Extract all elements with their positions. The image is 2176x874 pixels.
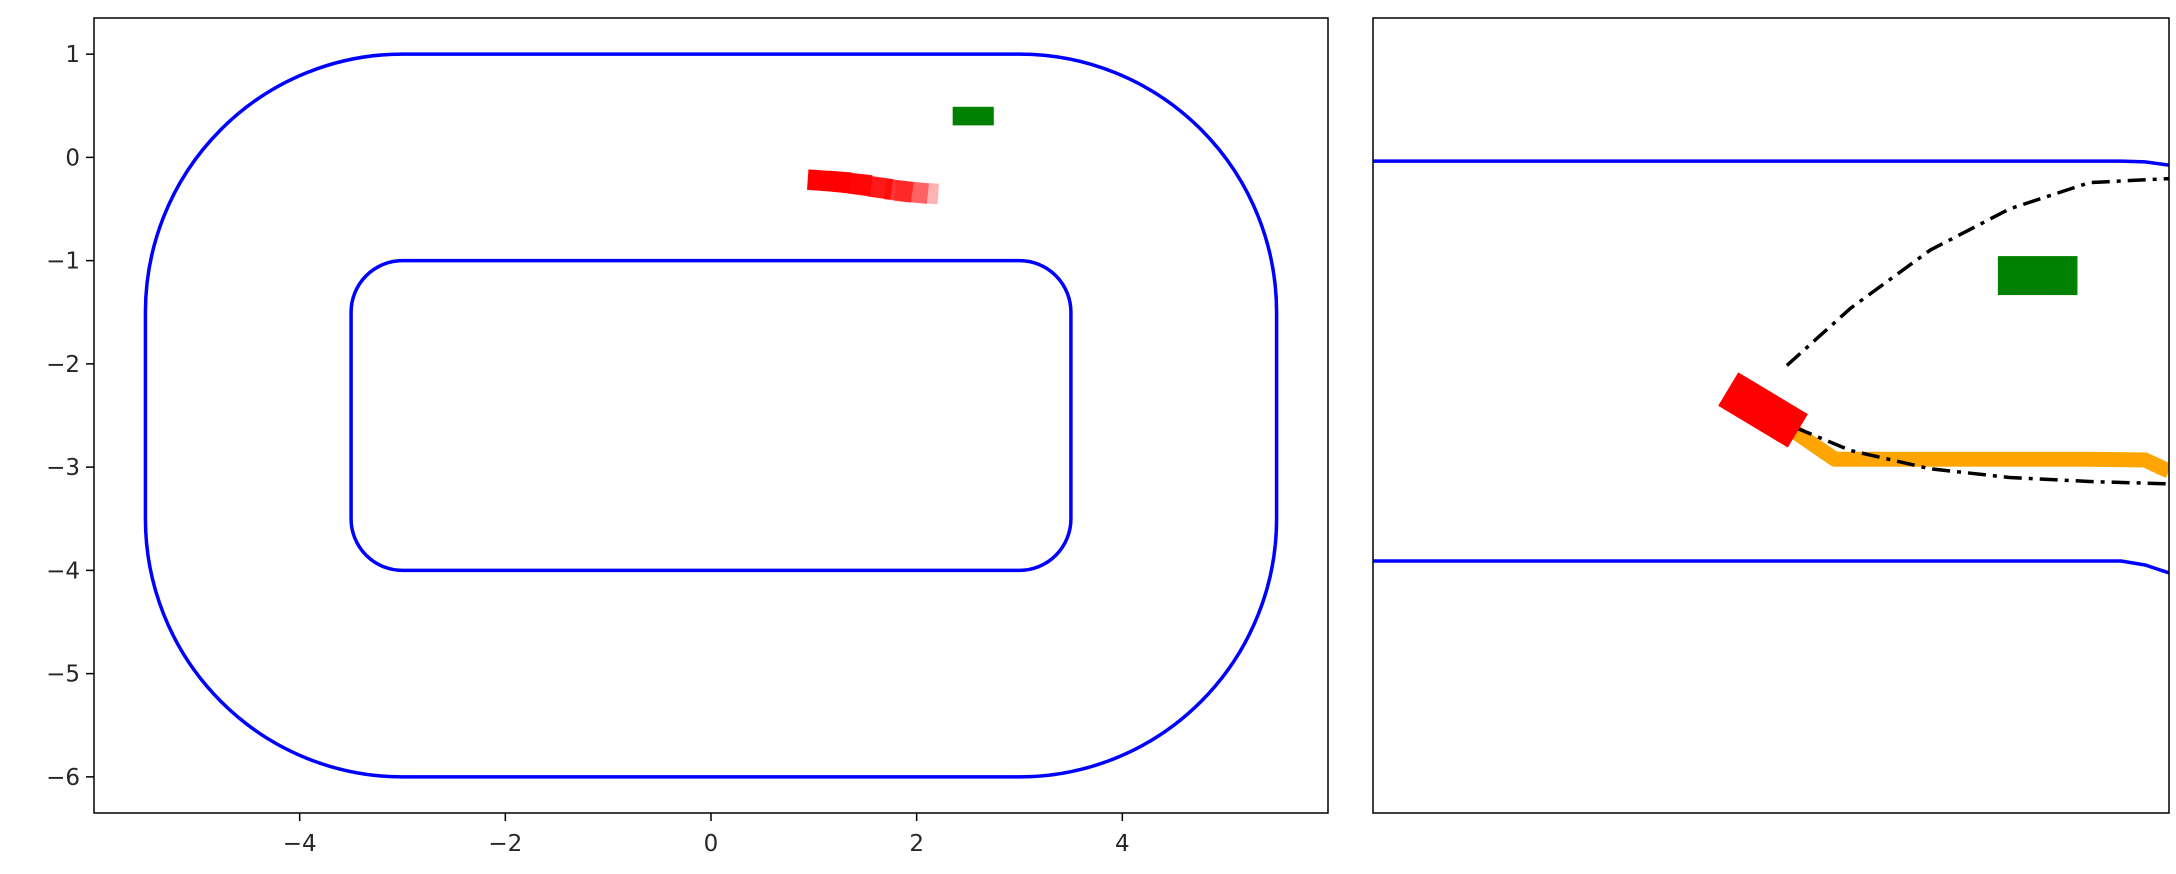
path-layer	[1766, 176, 2169, 486]
x-tick-label: −2	[488, 831, 522, 857]
local-view-panel	[1372, 17, 2170, 814]
vehicles-layer	[1718, 256, 2078, 448]
y-tick-label: −3	[46, 455, 80, 481]
outer-track-boundary	[143, 52, 1279, 779]
upper-planned-path	[1785, 176, 2169, 367]
y-tick-label: 0	[65, 145, 80, 171]
ego-car	[1718, 372, 1808, 448]
y-tick-label: −2	[46, 352, 80, 378]
lower-planned-path	[1794, 425, 2169, 486]
vehicles-layer	[806, 106, 994, 205]
lane-boundaries	[1373, 159, 2169, 575]
x-tick-label: 4	[1115, 831, 1130, 857]
y-tick-label: −5	[46, 662, 80, 688]
opponent-car	[952, 106, 994, 126]
top-lane-boundary	[1373, 159, 2169, 167]
opponent-car	[1997, 256, 2078, 296]
track-overview-panel: −4 −2 0 2 4 1 0 −1 −2 −3 −4 −5 −6	[46, 17, 1329, 857]
x-tick-label: 0	[704, 831, 719, 857]
reference-path	[1766, 409, 2169, 478]
inner-track-boundary	[349, 258, 1073, 573]
ego-trail-car	[806, 169, 852, 193]
y-tick-label: 1	[65, 42, 80, 68]
track-boundaries	[143, 52, 1279, 779]
y-axis-ticks: 1 0 −1 −2 −3 −4 −5 −6	[46, 42, 94, 791]
x-tick-label: −4	[283, 831, 317, 857]
right-axes-frame	[1372, 17, 2170, 814]
x-axis-ticks: −4 −2 0 2 4	[283, 813, 1130, 857]
y-tick-label: −6	[46, 765, 80, 791]
bottom-lane-boundary	[1373, 559, 2169, 575]
x-tick-label: 2	[909, 831, 924, 857]
y-tick-label: −1	[46, 249, 80, 275]
y-tick-label: −4	[46, 558, 80, 584]
